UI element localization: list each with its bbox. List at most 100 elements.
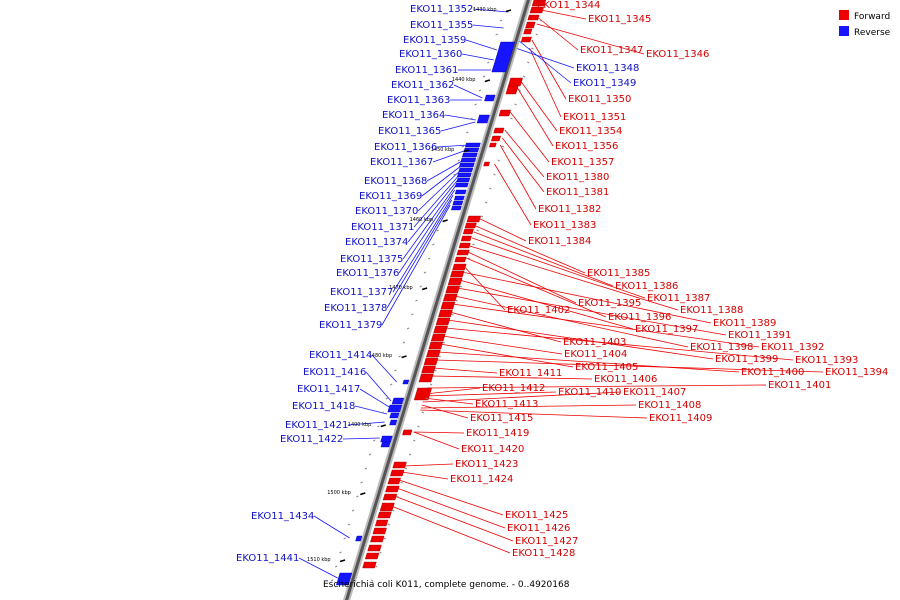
forward-gene-label: EKO11_1415 [470, 413, 533, 424]
forward-leader-line [413, 431, 460, 450]
forward-leader-line [452, 303, 760, 348]
minor-tick [480, 215, 484, 218]
minor-tick [442, 341, 446, 344]
forward-gene-label: EKO11_1344 [537, 0, 600, 11]
forward-gene-label: EKO11_1406 [594, 374, 657, 385]
minor-tick [400, 481, 403, 484]
forward-leader-line [538, 17, 579, 51]
scale-tick: 1450 kbp [431, 147, 469, 153]
forward-gene-label: EKO11_1409 [649, 413, 712, 424]
forward-gene-label: EKO11_1404 [564, 349, 627, 360]
forward-leader-line [457, 287, 727, 336]
forward-gene-label: EKO11_1420 [461, 444, 524, 455]
minor-tick [457, 159, 460, 162]
minor-tick [404, 467, 408, 470]
reverse-gene-label: EKO11_1349 [573, 78, 636, 89]
forward-gene-feature [374, 519, 389, 527]
reverse-leader-line [386, 199, 453, 309]
scale-tick: 1460 kbp [410, 217, 448, 223]
forward-gene-label: EKO11_1392 [761, 342, 824, 353]
forward-gene-feature [370, 535, 385, 543]
reverse-gene-label: EKO11_1366 [374, 142, 437, 153]
forward-gene-feature [445, 285, 461, 294]
reverse-gene-feature [460, 157, 477, 163]
forward-gene-label: EKO11_1405 [575, 362, 638, 373]
forward-gene-feature [377, 511, 392, 519]
minor-tick [514, 103, 517, 106]
forward-leader-line [472, 237, 646, 299]
forward-gene-feature [364, 552, 380, 560]
forward-leader-line [467, 251, 577, 304]
scale-tick-label: 1440 kbp [452, 77, 476, 83]
forward-gene-feature [387, 477, 401, 485]
forward-gene-label: EKO11_1402 [507, 305, 570, 316]
reverse-leader-line [517, 39, 572, 84]
forward-gene-feature [483, 161, 490, 167]
minor-tick [381, 411, 384, 414]
scale-tick-label: 1490 kbp [348, 422, 372, 428]
forward-leader-line [420, 409, 648, 419]
reverse-leader-line [426, 159, 464, 182]
minor-tick [394, 369, 397, 372]
forward-gene-label: EKO11_1425 [505, 510, 568, 521]
forward-leader-line [517, 87, 554, 147]
scale-tick-label: 1480 kbp [369, 353, 393, 359]
leader-lines [298, 3, 824, 579]
forward-leader-line [459, 279, 634, 330]
reverse-leader-line [381, 204, 451, 326]
forward-gene-label: EKO11_1423 [455, 459, 518, 470]
forward-gene-label: EKO11_1391 [728, 330, 791, 341]
minor-tick [451, 313, 454, 316]
reverse-gene-label: EKO11_1414 [309, 350, 372, 361]
legend-reverse-label: Reverse [854, 28, 891, 38]
forward-gene-label: EKO11_1380 [546, 172, 609, 183]
reverse-leader-line [515, 47, 575, 69]
minor-tick [356, 495, 359, 498]
forward-gene-label: EKO11_1396 [608, 312, 671, 323]
forward-leader-line [529, 47, 562, 118]
forward-leader-line [426, 384, 767, 389]
minor-tick [444, 201, 448, 204]
forward-leader-line [437, 351, 740, 373]
forward-leader-line [540, 9, 587, 20]
forward-gene-feature [430, 333, 446, 342]
minor-tick [408, 453, 412, 456]
forward-leader-line [447, 319, 714, 360]
minor-tick [377, 425, 380, 428]
reverse-gene-label: EKO11_1362 [391, 80, 454, 91]
minor-tick [411, 313, 414, 316]
forward-gene-feature [462, 228, 474, 235]
forward-gene-label: EKO11_1400 [741, 367, 804, 378]
forward-leader-line [504, 129, 545, 178]
forward-gene-label: EKO11_1427 [515, 536, 578, 547]
reverse-gene-feature [336, 572, 353, 586]
minor-tick [535, 33, 538, 36]
reverse-gene-feature [458, 167, 474, 173]
forward-gene-label: EKO11_1419 [466, 428, 529, 439]
forward-leader-line [430, 375, 593, 380]
minor-tick [375, 565, 378, 568]
forward-gene-feature [428, 341, 444, 350]
reverse-gene-feature [391, 397, 405, 405]
minor-tick [472, 243, 475, 246]
forward-gene-label: EKO11_1397 [635, 324, 698, 335]
forward-gene-label: EKO11_1410 [558, 387, 621, 398]
forward-gene-label: EKO11_1381 [546, 187, 609, 198]
reverse-gene-feature [476, 114, 490, 124]
minor-tick [360, 481, 363, 484]
scale-tick-label: 1450 kbp [431, 147, 455, 153]
minor-tick [463, 271, 467, 274]
minor-tick [491, 47, 494, 50]
forward-leader-line [425, 387, 481, 395]
forward-leader-line [454, 295, 689, 348]
forward-gene-feature [442, 293, 458, 302]
scale-tick: 1480 kbp [369, 353, 407, 359]
minor-tick [467, 257, 471, 260]
minor-tick [436, 229, 439, 232]
forward-gene-label: EKO11_1389 [713, 318, 776, 329]
forward-gene-label: EKO11_1345 [588, 14, 651, 25]
scale-tick-label: 1500 kbp [327, 490, 351, 496]
gene-features [336, 0, 547, 586]
forward-gene-label: EKO11_1426 [507, 523, 570, 534]
genome-backbone [342, 0, 533, 600]
